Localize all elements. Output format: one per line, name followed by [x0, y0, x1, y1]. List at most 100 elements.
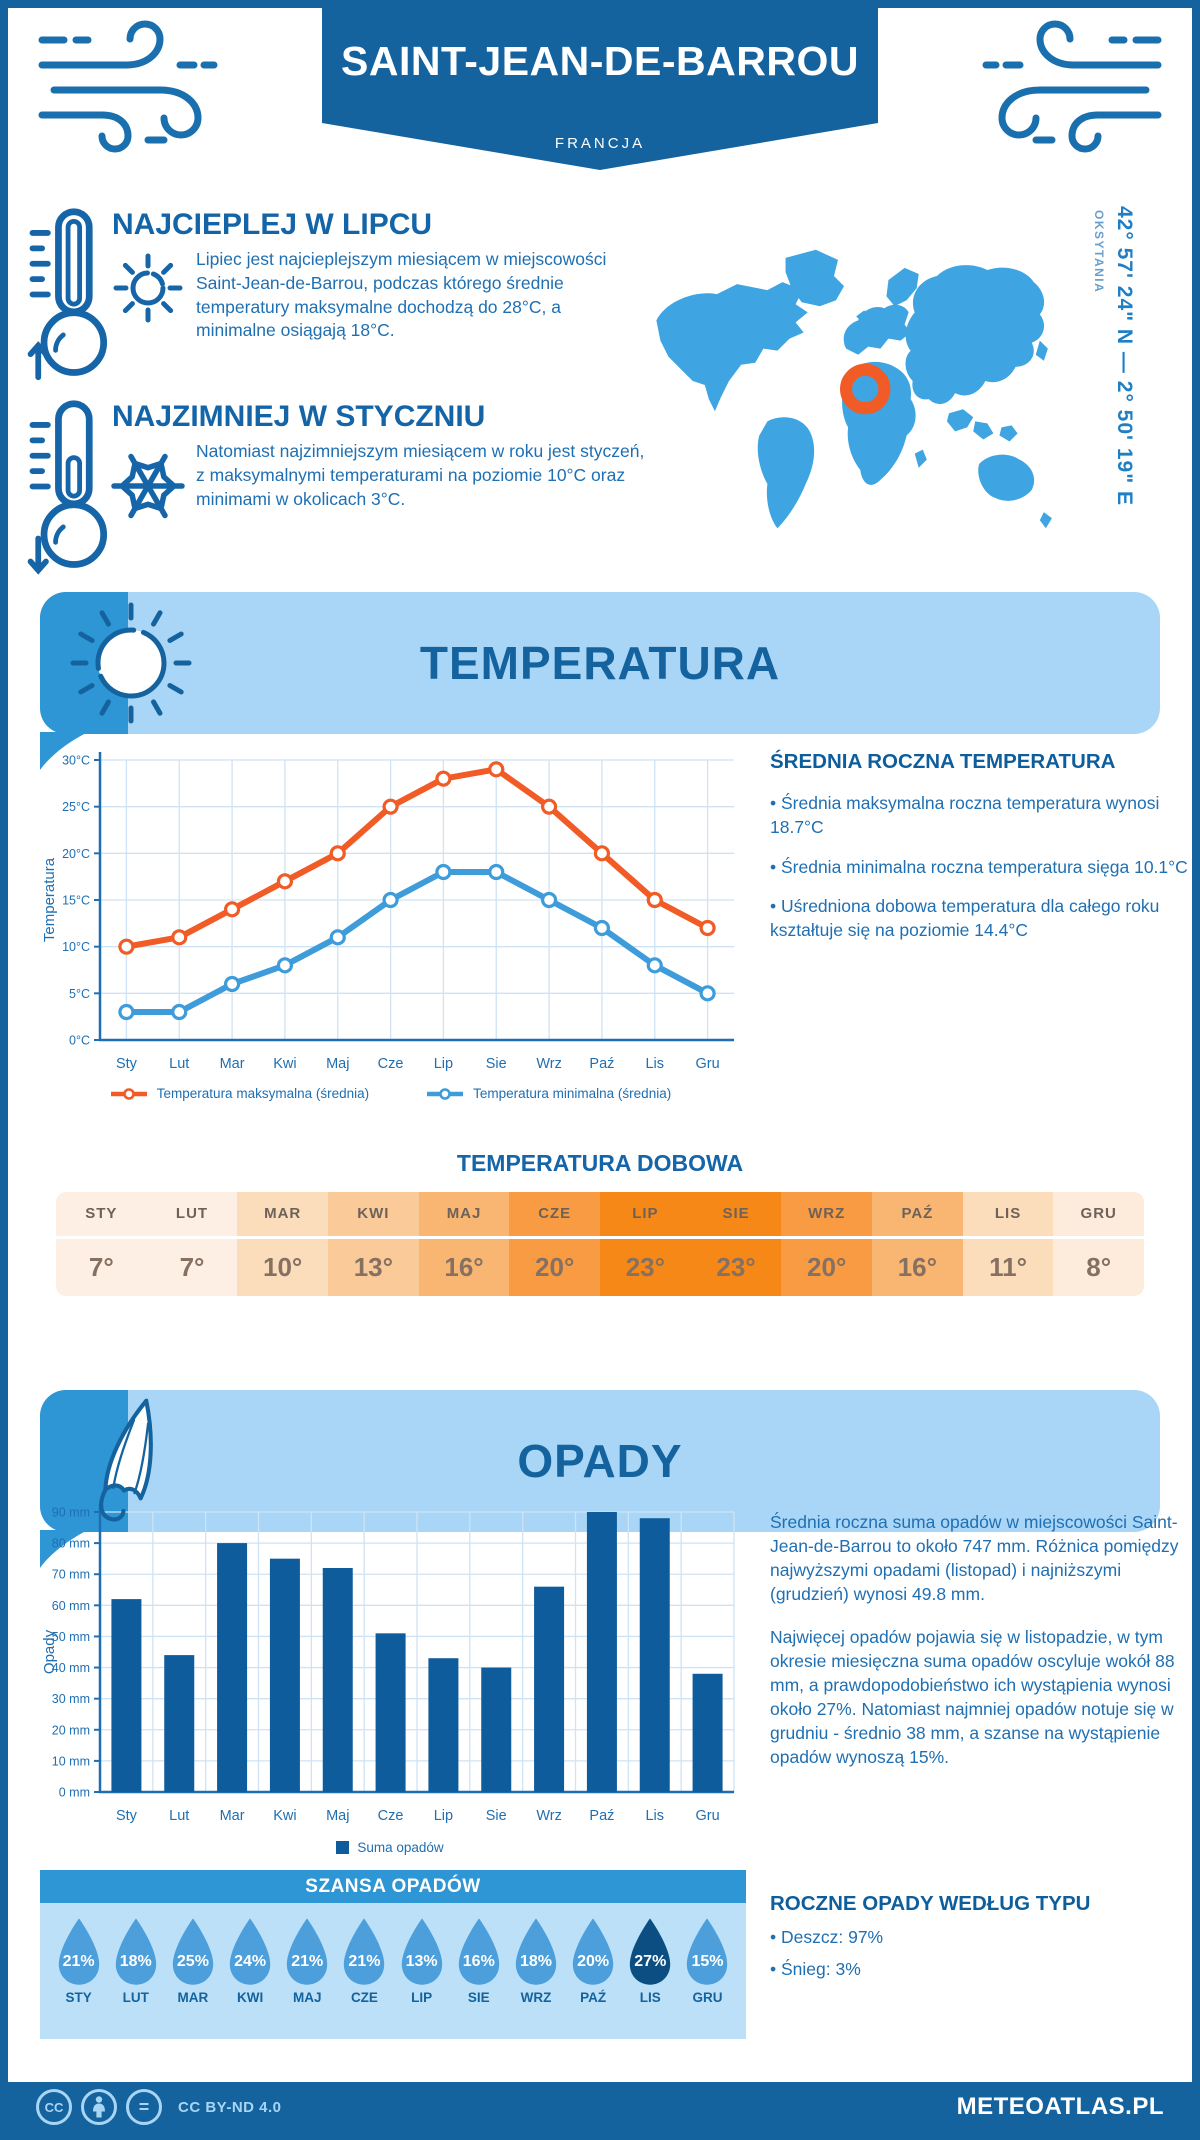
- table-month-column: CZE 20°: [509, 1192, 601, 1296]
- raindrop-icon: [630, 1918, 671, 1985]
- data-point: [329, 929, 346, 946]
- table-temperature-value: 7°: [179, 1252, 205, 1282]
- table-temperature-value: 8°: [1086, 1252, 1112, 1282]
- rain-chance-month: STY: [65, 1990, 92, 2005]
- legend-line-swatch: [110, 1087, 147, 1100]
- cc-person-icon: [81, 2089, 117, 2125]
- data-point: [276, 957, 294, 974]
- footer: CC = CC BY-ND 4.0 METEOATLAS.PL: [8, 2082, 1192, 2132]
- table-month-header: SIE: [690, 1192, 782, 1239]
- rain-chance-month: MAR: [177, 1990, 209, 2005]
- y-axis-label: Opady: [41, 1629, 58, 1674]
- rain-chance-value: 18%: [119, 1953, 152, 1970]
- temperature-line-chart: 0°C 5°C 10°C 15°C 20°C 25°C 30°C Sty Lut Mar Kwi Ma…: [41, 752, 734, 1072]
- x-tick-label: Cze: [378, 1056, 404, 1072]
- legend-line-swatch: [427, 1087, 464, 1100]
- data-point: [646, 891, 663, 909]
- precipitation-banner: OPADY: [40, 1390, 1160, 1532]
- cc-nd-icon: =: [126, 2089, 162, 2125]
- data-point: [171, 1003, 188, 1021]
- rain-chance-item: 24% KWI: [222, 1911, 279, 2033]
- raindrop-icon: [572, 1918, 614, 1985]
- table-temperature-value: 16°: [444, 1252, 484, 1282]
- y-tick-label: 0°C: [69, 1034, 90, 1048]
- legend-square-swatch: [336, 1841, 350, 1854]
- rain-chance-item: 21% STY: [50, 1911, 107, 2033]
- banner-tail: [40, 732, 88, 770]
- y-tick-label: 0 mm: [59, 1786, 90, 1800]
- raindrop-icon: [229, 1918, 271, 1985]
- x-tick-label: Lut: [169, 1056, 189, 1072]
- data-point: [593, 845, 611, 862]
- location-coordinates: 42° 57' 24" N — 2° 50' 19" E: [1113, 206, 1136, 507]
- table-month-header: PAŹ: [872, 1192, 963, 1239]
- data-point: [435, 770, 452, 787]
- data-point: [223, 901, 241, 918]
- thermometer-down-icon: [27, 400, 108, 575]
- table-temperature-value: 11°: [989, 1252, 1027, 1282]
- x-tick-label: Sty: [116, 1056, 138, 1072]
- rain-chance-value: 21%: [348, 1953, 381, 1970]
- x-tick-label: Mar: [220, 1808, 245, 1824]
- table-month-header: KWI: [328, 1192, 419, 1239]
- y-tick-label: 30°C: [62, 754, 90, 768]
- y-tick-label: 25°C: [62, 800, 90, 814]
- header-banner: SAINT-JEAN-DE-BARROU FRANCJA: [322, 8, 878, 170]
- rain-chance-item: 20% PAŹ: [565, 1911, 622, 2033]
- raindrop-icon: [458, 1918, 499, 1985]
- y-tick-label: 15°C: [62, 894, 90, 908]
- y-tick-label: 70 mm: [52, 1568, 90, 1582]
- annual-temperature-heading: ŚREDNIA ROCZNA TEMPERATURA: [770, 750, 1116, 773]
- rain-chance-panel: 21% STY 18% LUT 25% MAR 24% KWI 21% MAJ 21% CZE 13% L…: [40, 1903, 746, 2039]
- x-tick-label: Mar: [220, 1056, 245, 1072]
- precip-types-heading: ROCZNE OPADY WEDŁUG TYPU: [770, 1892, 1091, 1915]
- rain-chance-item: 16% SIE: [450, 1911, 507, 2033]
- legend-item: Temperatura minimalna (średnia): [425, 1086, 671, 1101]
- raindrop-icon: [287, 1918, 328, 1985]
- data-point: [171, 929, 188, 946]
- rain-chance-header: SZANSA OPADÓW: [40, 1870, 746, 1903]
- precip-type-bullet: • Deszcz: 97%: [770, 1927, 884, 1947]
- rain-chance-month: LUT: [122, 1990, 149, 2005]
- legend-label: Temperatura minimalna (średnia): [473, 1086, 672, 1101]
- y-tick-label: 80 mm: [52, 1537, 90, 1551]
- table-month-header: MAJ: [418, 1192, 510, 1239]
- annual-bullet: • Średnia minimalna roczna temperatura s…: [770, 856, 1188, 877]
- table-month-header: STY: [56, 1192, 147, 1239]
- table-month-header: LIP: [600, 1192, 691, 1239]
- data-point: [276, 873, 294, 890]
- page-subtitle: FRANCJA: [554, 135, 646, 152]
- temperature-chart-legend: Temperatura maksymalna (średnia) Temperat…: [40, 1086, 740, 1101]
- rain-chance-month: KWI: [236, 1990, 264, 2005]
- bar: [322, 1568, 353, 1792]
- data-point: [699, 919, 716, 937]
- warmest-heading: NAJCIEPLEJ W LIPCU: [112, 208, 433, 241]
- brand-label: METEOATLAS.PL: [956, 2093, 1164, 2120]
- precipitation-paragraph: Średnia roczna suma opadów w miejscowośc…: [770, 1512, 1179, 1605]
- rain-chance-item: 15% GRU: [679, 1911, 736, 2033]
- raindrop-icon: [115, 1918, 156, 1985]
- rain-chance-month: MAJ: [293, 1990, 322, 2005]
- legend-item: Temperatura maksymalna (średnia): [109, 1086, 369, 1101]
- x-tick-label: Sty: [116, 1808, 138, 1824]
- x-tick-label: Paź: [589, 1056, 614, 1072]
- x-tick-label: Lis: [645, 1056, 664, 1072]
- y-tick-label: 90 mm: [52, 1506, 90, 1520]
- table-month-column: MAR 10°: [237, 1192, 329, 1296]
- rain-chance-item: 21% MAJ: [279, 1911, 336, 2033]
- raindrop-icon: [687, 1918, 728, 1985]
- precipitation-paragraph: Najwięcej opadów pojawia się w listopadz…: [770, 1626, 1175, 1768]
- license-label: CC BY-ND 4.0: [178, 2098, 282, 2116]
- table-month-header: LUT: [146, 1192, 238, 1239]
- rain-chance-item: 18% LUT: [107, 1911, 164, 2033]
- rain-chance-month: LIS: [639, 1990, 661, 2005]
- x-tick-label: Maj: [326, 1056, 349, 1072]
- data-point: [118, 1003, 135, 1021]
- warmest-text: Lipiec jest najcieplejszym miesiącem w m…: [196, 249, 607, 341]
- rain-chance-value: 15%: [691, 1953, 724, 1970]
- world-map: [616, 204, 1060, 568]
- x-tick-label: Sie: [486, 1056, 507, 1072]
- precipitation-bar-chart: 0 mm 10 mm 20 mm 30 mm 40 mm 50 mm 60 mm 70 mm 8…: [41, 1504, 735, 1824]
- y-tick-label: 10°C: [62, 940, 90, 954]
